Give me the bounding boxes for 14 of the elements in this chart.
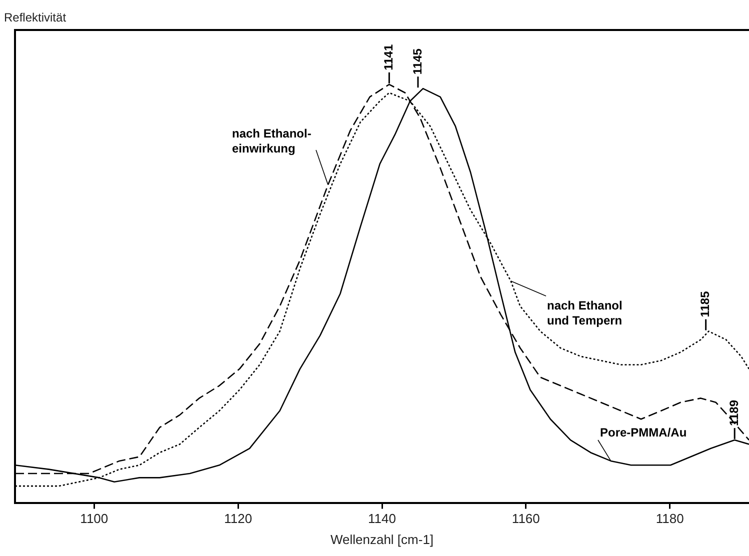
- annotation: 1141: [382, 44, 396, 70]
- text: Reflektivität: [4, 10, 67, 24]
- series-label: nach Ethanol und Tempern: [547, 298, 622, 328]
- x-axis-title: Wellenzahl [cm-1]: [330, 532, 434, 547]
- x-tick-label: 1100: [80, 511, 108, 526]
- x-tick-label: 1180: [656, 511, 684, 526]
- annotation: 1189: [726, 400, 741, 426]
- x-tick-label: 1140: [368, 511, 396, 526]
- text: nach Ethanol- einwirkung: [232, 126, 312, 156]
- series-label: Pore-PMMA/Au: [600, 425, 687, 440]
- annotation: 1185: [698, 290, 712, 318]
- annotation: 1145: [410, 48, 424, 75]
- x-tick-label: 1120: [224, 511, 252, 526]
- x-tick-label: 1160: [512, 511, 540, 526]
